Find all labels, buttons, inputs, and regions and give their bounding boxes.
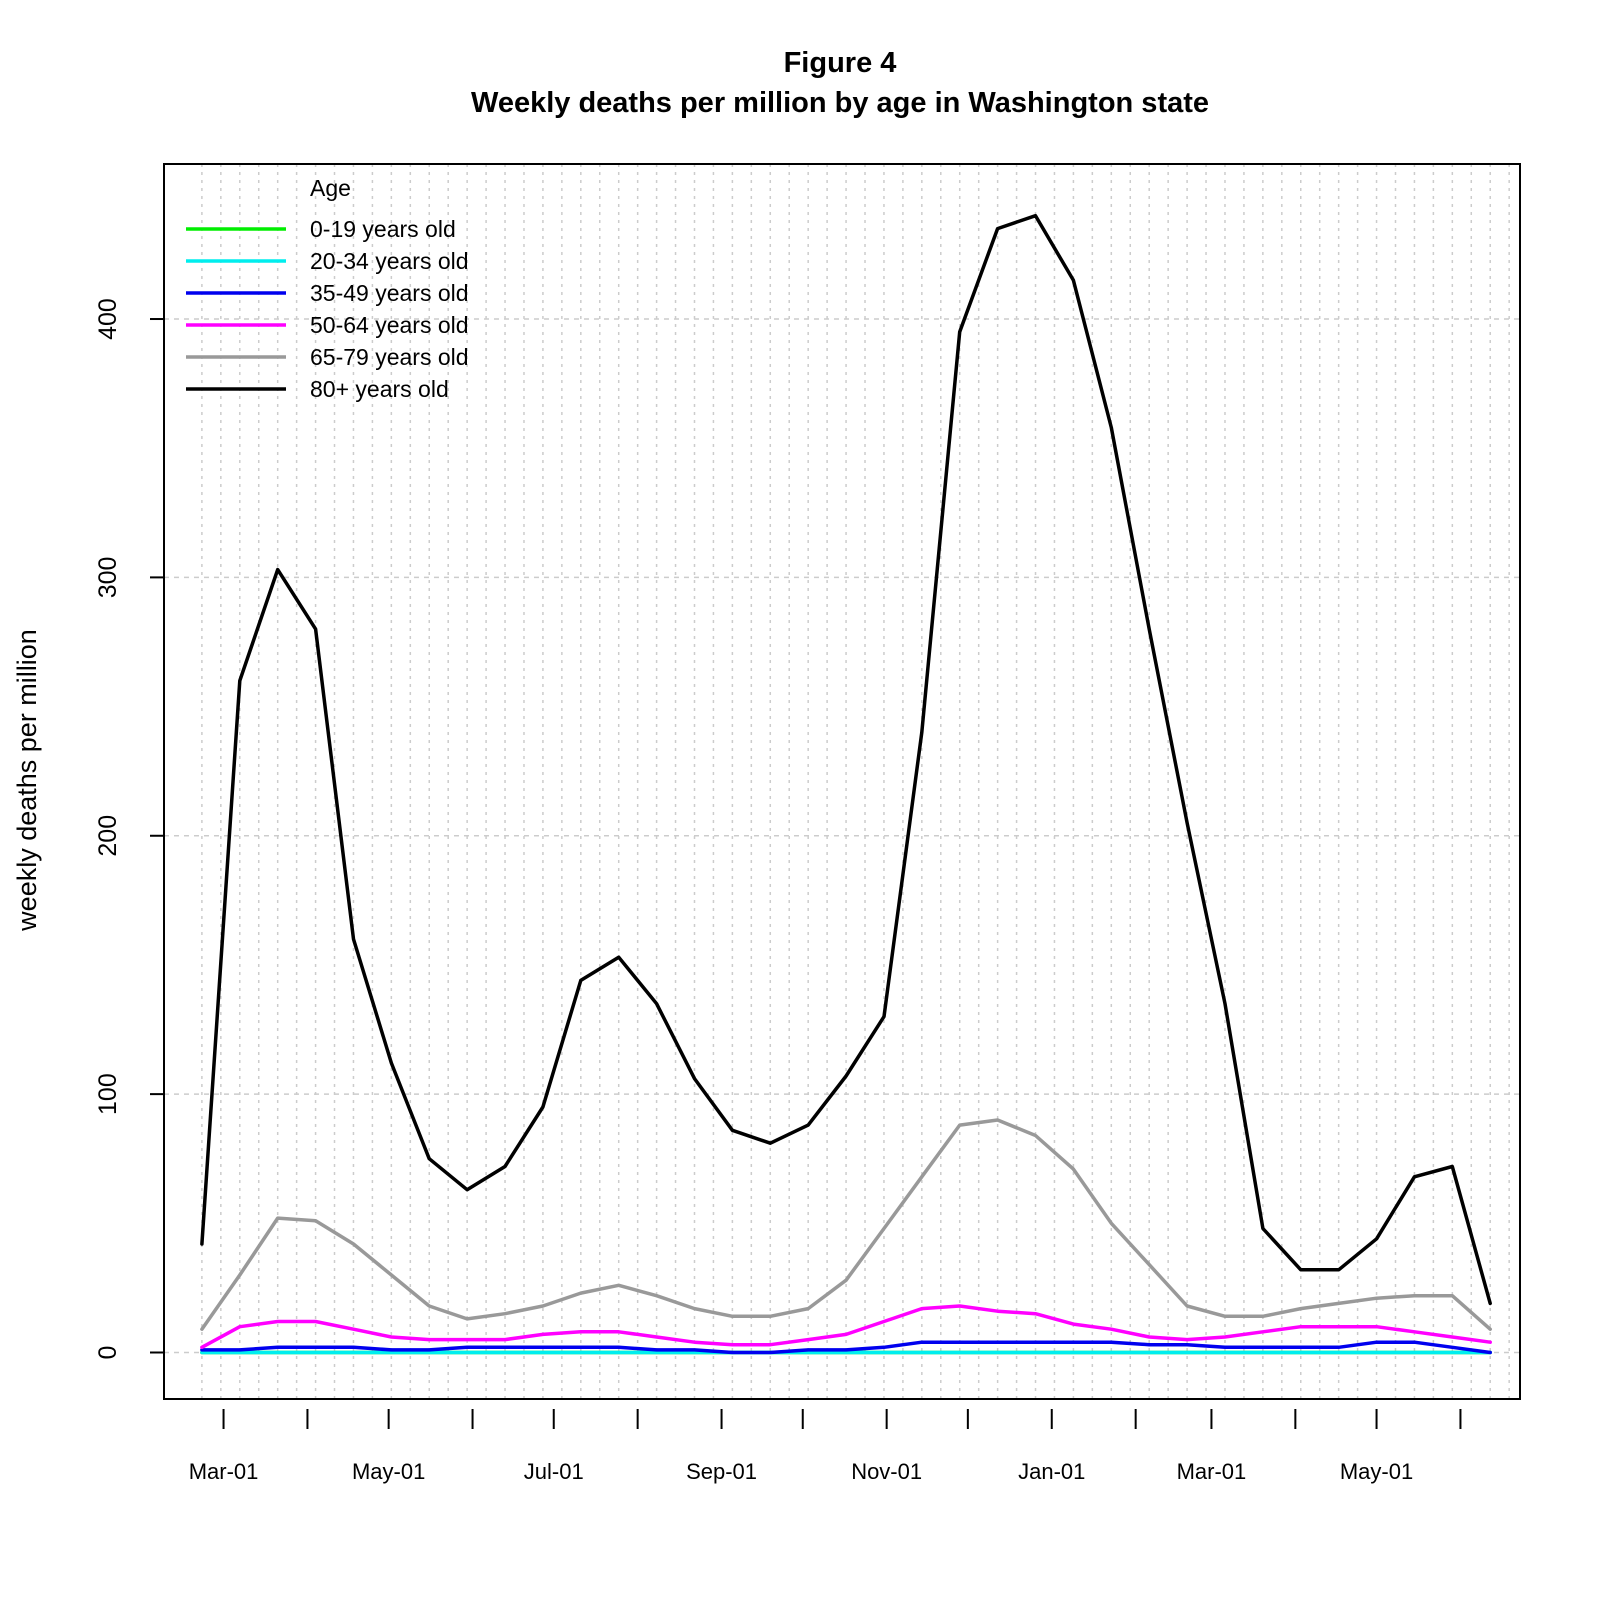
legend-title: Age <box>310 175 351 201</box>
series-line-4 <box>200 1304 1492 1350</box>
legend-label-2: 20-34 years old <box>310 248 469 274</box>
x-tick-label: May-01 <box>352 1459 425 1484</box>
y-axis-label: weekly deaths per million <box>12 629 42 932</box>
series-line-6 <box>200 213 1492 1306</box>
legend-label-3: 35-49 years old <box>310 280 469 306</box>
legend-label-6: 80+ years old <box>310 376 449 402</box>
y-tick-label: 400 <box>94 298 122 340</box>
x-tick-label: Jul-01 <box>524 1459 584 1484</box>
chart-subtitle: Weekly deaths per million by age in Wash… <box>471 87 1209 119</box>
y-tick-label: 300 <box>94 557 122 599</box>
series-layer <box>200 213 1492 1355</box>
y-tick-label: 100 <box>94 1073 122 1115</box>
chart-title: Figure 4 <box>784 47 897 79</box>
x-tick-label: Sep-01 <box>686 1459 757 1484</box>
legend-label-1: 0-19 years old <box>310 216 456 242</box>
x-tick-label: Jan-01 <box>1018 1459 1085 1484</box>
series-line-3 <box>200 1340 1492 1355</box>
plot-frame <box>163 163 1521 1400</box>
x-tick-label: May-01 <box>1340 1459 1413 1484</box>
y-tick-label: 200 <box>94 815 122 857</box>
legend-label-4: 50-64 years old <box>310 312 469 338</box>
legend-label-5: 65-79 years old <box>310 344 469 370</box>
axis-layer: 0 100 200 300 400 Mar-01 May-01 Jul-01 Sep-01 Nov… <box>94 298 1462 1484</box>
legend-layer: Age 0-19 years old 20-34 years old 35-49 ye… <box>186 175 469 402</box>
grid-layer <box>164 164 1520 1399</box>
x-tick-label: Mar-01 <box>1177 1459 1247 1484</box>
y-tick-label: 0 <box>94 1346 122 1360</box>
series-line-5 <box>200 1118 1492 1331</box>
x-tick-label: Nov-01 <box>851 1459 922 1484</box>
x-tick-label: Mar-01 <box>189 1459 259 1484</box>
